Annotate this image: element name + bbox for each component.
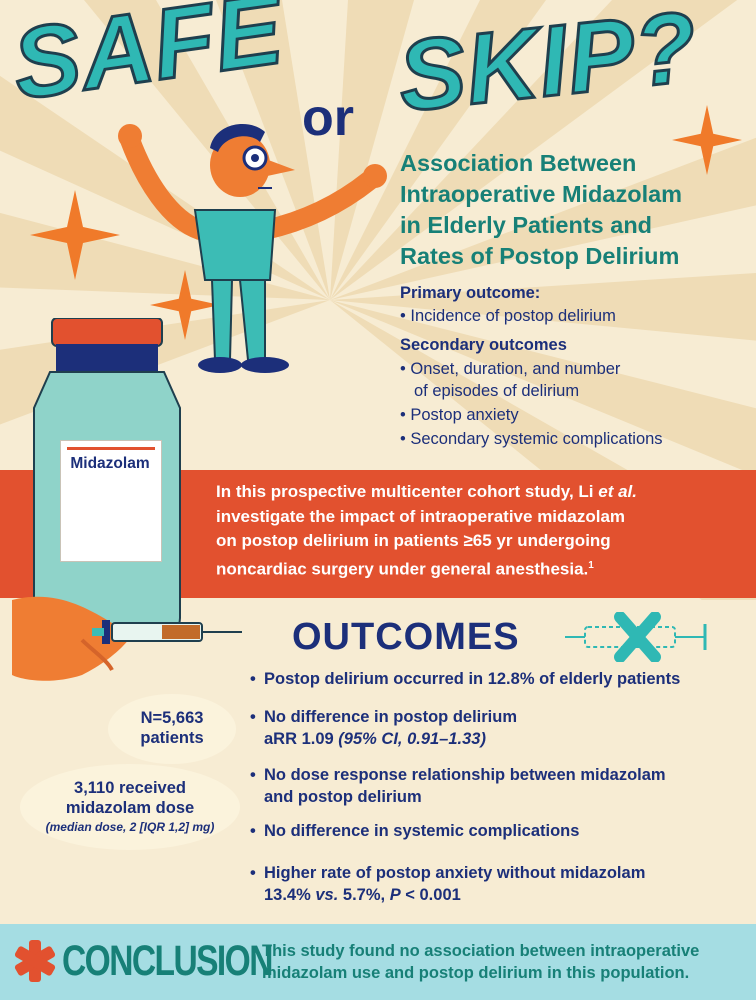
dose-detail: (median dose, 2 [IQR 1,2] mg) bbox=[45, 820, 215, 834]
outcome-line-plain: aRR 1.09 bbox=[264, 730, 339, 748]
summary-line-text: noncardiac surgery under general anesthe… bbox=[216, 559, 589, 579]
title-or: or bbox=[302, 89, 354, 147]
bullet: • bbox=[250, 670, 256, 688]
outcome-item: • Postop delirium occurred in 12.8% of e… bbox=[250, 668, 740, 690]
outcome-line: No difference in systemic complications bbox=[264, 822, 580, 840]
sample-size-value: N=5,663 bbox=[140, 709, 204, 727]
outcome-line: No difference in postop delirium bbox=[264, 708, 518, 726]
hand-syringe-illustration bbox=[12, 596, 242, 681]
conclusion-line: This study found no association between … bbox=[262, 942, 700, 960]
sample-size-bubble: N=5,663 patients bbox=[108, 694, 236, 764]
summary-line: investigate the impact of intraoperative… bbox=[216, 506, 626, 526]
outcome-item: • Higher rate of postop anxiety without … bbox=[250, 862, 740, 906]
outcome-item: • No dose response relationship between … bbox=[250, 764, 740, 808]
outcome-line: aRR 1.09 (95% CI, 0.91–1.33) bbox=[264, 728, 740, 750]
primary-outcome-heading: Primary outcome: bbox=[400, 284, 541, 302]
secondary-outcome-text: of episodes of delirium bbox=[414, 382, 580, 400]
outcome-item: • No difference in postop delirium aRR 1… bbox=[250, 706, 740, 750]
bullet: • bbox=[400, 307, 406, 325]
bullet: • bbox=[250, 822, 256, 840]
outcome-line: and postop delirium bbox=[264, 788, 422, 806]
secondary-outcomes-heading: Secondary outcomes bbox=[400, 336, 567, 354]
primary-outcome-item: • Incidence of postop delirium bbox=[400, 305, 616, 327]
summary-text: In this prospective multicenter cohort s… bbox=[216, 480, 736, 582]
outcome-line-italic: (95% CI, 0.91–1.33) bbox=[338, 730, 486, 748]
outcome-line-rest: 5.7%, bbox=[338, 886, 390, 904]
dose-bubble: 3,110 received midazolam dose (median do… bbox=[20, 764, 240, 850]
study-title: Association Between Intraoperative Midaz… bbox=[400, 148, 740, 272]
conclusion-line: midazolam use and postop delirium in thi… bbox=[262, 964, 690, 982]
summary-footnote: 1 bbox=[588, 559, 594, 571]
secondary-outcome-text: Postop anxiety bbox=[410, 406, 519, 424]
star-burst-icon bbox=[30, 190, 120, 280]
outcome-line: No dose response relationship between mi… bbox=[264, 766, 666, 784]
bullet: • bbox=[400, 406, 406, 424]
bullet: • bbox=[250, 766, 256, 784]
label-stripe bbox=[67, 447, 155, 450]
conclusion-text: This study found no association between … bbox=[262, 940, 742, 984]
outcome-p-symbol: P bbox=[389, 886, 401, 904]
bullet: • bbox=[250, 708, 256, 726]
outcome-line: 13.4% vs. 5.7%, P < 0.001 bbox=[264, 884, 740, 906]
crossed-syringe-icon bbox=[565, 612, 707, 662]
summary-line-prefix: In this prospective multicenter cohort s… bbox=[216, 482, 599, 501]
bullet: • bbox=[400, 430, 406, 448]
study-title-line: Rates of Postop Delirium bbox=[400, 243, 680, 269]
outcome-line-italic: vs. bbox=[315, 886, 339, 904]
summary-line: on postop delirium in patients ≥65 yr un… bbox=[216, 531, 611, 550]
summary-et-al: et al. bbox=[598, 482, 637, 501]
study-title-line: Intraoperative Midazolam bbox=[400, 181, 683, 207]
dose-line: 3,110 received bbox=[74, 779, 186, 797]
asterisk-icon bbox=[14, 940, 56, 982]
secondary-outcome-text: Secondary systemic complications bbox=[410, 430, 663, 448]
secondary-outcome-item: • Secondary systemic complications bbox=[400, 428, 663, 450]
outcome-line: Postop delirium occurred in 12.8% of eld… bbox=[264, 670, 681, 688]
bottle-label-text: Midazolam bbox=[70, 455, 150, 472]
outcome-line-end: < 0.001 bbox=[400, 886, 461, 904]
star-burst-icon bbox=[150, 270, 220, 340]
study-title-line: in Elderly Patients and bbox=[400, 212, 653, 238]
secondary-outcome-item: • Onset, duration, and number bbox=[400, 358, 620, 380]
bottle-label bbox=[60, 440, 162, 562]
sample-size-label: patients bbox=[140, 729, 204, 747]
bullet: • bbox=[400, 360, 406, 378]
secondary-outcome-item: of episodes of delirium bbox=[414, 380, 579, 402]
conclusion-band bbox=[0, 924, 756, 1000]
secondary-outcome-text: Onset, duration, and number bbox=[410, 360, 621, 378]
summary-line: In this prospective multicenter cohort s… bbox=[216, 480, 736, 505]
star-burst-icon bbox=[672, 105, 742, 175]
primary-outcome-text: Incidence of postop delirium bbox=[410, 307, 616, 325]
outcome-item: • No difference in systemic complication… bbox=[250, 820, 740, 842]
outcomes-heading: OUTCOMES bbox=[292, 616, 520, 658]
doctor-illustration bbox=[118, 124, 387, 373]
outcome-line: Higher rate of postop anxiety without mi… bbox=[264, 864, 646, 882]
outcome-line-plain: 13.4% bbox=[264, 886, 316, 904]
bullet: • bbox=[250, 864, 256, 882]
conclusion-heading: CONCLUSION bbox=[62, 937, 273, 985]
dose-line: midazolam dose bbox=[65, 799, 195, 817]
study-title-line: Association Between bbox=[400, 150, 637, 176]
summary-line: noncardiac surgery under general anesthe… bbox=[216, 554, 736, 582]
secondary-outcome-item: • Postop anxiety bbox=[400, 404, 519, 426]
